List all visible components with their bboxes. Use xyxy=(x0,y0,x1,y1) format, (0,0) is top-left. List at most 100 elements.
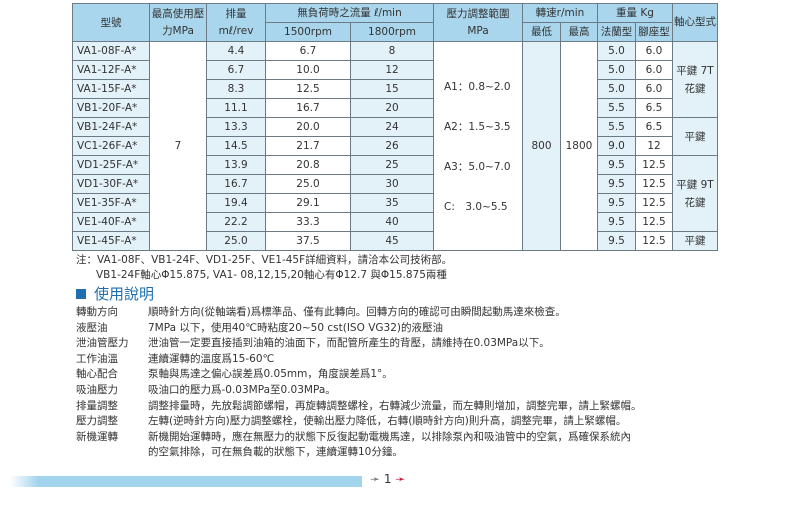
instruction-item: 吸油壓力 吸油口的壓力爲-0.03MPa至0.03MPa。 xyxy=(76,382,336,397)
cell-speed-min: 800 xyxy=(522,41,561,251)
cell-model: VE1-45F-A* xyxy=(72,231,150,251)
header-model: 型號 xyxy=(72,3,150,42)
table-row: VE1-45F-A* 25.0 37.5 45 9.5 12.5 平鍵 xyxy=(72,231,718,251)
cell-shaft-type: 平鍵 7T 花鍵 xyxy=(672,41,718,118)
header-speed-max: 最高 xyxy=(560,22,598,42)
cell-flange-weight: 5.0 xyxy=(597,79,636,99)
header-1800rpm: 1800rpm xyxy=(350,22,434,42)
cell-model: VB1-20F-A* xyxy=(72,98,150,118)
cell-foot-weight: 12.5 xyxy=(635,231,673,251)
table-row: VB1-20F-A* 11.1 16.7 20 5.5 6.5 xyxy=(72,98,718,118)
instruction-text: 7MPa 以下，使用40℃時粘度20~50 cst(ISO VG32)的液壓油 xyxy=(148,321,443,334)
instruction-text: 泵軸與馬達之偏心誤差爲0.05mm，角度誤差爲1°。 xyxy=(148,368,393,381)
instruction-item: 泄油管壓力 泄油管一定要直接插到油箱的油面下，而配管所產生的背壓，請維持在0.03… xyxy=(76,335,550,350)
instruction-label: 轉動方向 xyxy=(76,306,118,318)
cell-flange-weight: 9.5 xyxy=(597,155,636,175)
cell-foot-weight: 12.5 xyxy=(635,212,673,232)
cell-flange-weight: 5.0 xyxy=(597,41,636,61)
cell-foot-weight: 12.5 xyxy=(635,155,673,175)
cell-foot-weight: 12.5 xyxy=(635,174,673,194)
cell-displacement: 16.7 xyxy=(206,174,266,194)
instruction-item: 工作油溫 連續運轉的溫度爲15-60℃ xyxy=(76,351,274,366)
cell-flow-1800: 25 xyxy=(350,155,434,175)
cell-displacement: 13.3 xyxy=(206,117,266,137)
cell-flange-weight: 9.5 xyxy=(597,212,636,232)
header-displacement: 排量 mℓ/rev xyxy=(206,3,266,42)
cell-displacement: 14.5 xyxy=(206,136,266,156)
cell-flange-weight: 5.5 xyxy=(597,98,636,118)
table-row: VA1-08F-A* 7 4.4 6.7 8 A1：0.8~2.0 A2：1.5~3.5 A3… xyxy=(72,41,718,251)
cell-flange-weight: 9.5 xyxy=(597,231,636,251)
table-row: VE1-40F-A* 22.2 33.3 40 9.5 12.5 xyxy=(72,212,718,232)
cell-model: VB1-24F-A* xyxy=(72,117,150,137)
cell-displacement: 19.4 xyxy=(206,193,266,213)
cell-displacement: 6.7 xyxy=(206,60,266,80)
cell-flow-1500: 29.1 xyxy=(265,193,351,213)
cell-flow-1500: 12.5 xyxy=(265,79,351,99)
instruction-label: 新機運轉 xyxy=(76,430,118,443)
cell-flow-1500: 20.0 xyxy=(265,117,351,137)
instruction-item: 新機運轉 新機開始運轉時，應在無壓力的狀態下反復起動電機馬達，以排除泵內和吸油管中… xyxy=(76,429,631,444)
square-bullet-icon xyxy=(76,289,86,299)
note-line: VB1-24F軸心Φ15.875, VA1- 08,12,15,20軸心有Φ12… xyxy=(96,269,447,281)
instruction-text: 新機開始運轉時，應在無壓力的狀態下反復起動電機馬達，以排除泵內和吸油管中的空氣，… xyxy=(148,430,631,443)
instruction-text: 的空氣排除，可在無負載的狀態下，連續運轉10分鐘。 xyxy=(148,446,403,459)
header-flange: 法蘭型 xyxy=(597,22,636,42)
instruction-text: 順時針方向(從軸端看)爲標準品、僅有此轉向。回轉方向的確認可由瞬間起動馬達來檢查… xyxy=(148,306,566,318)
cell-flow-1800: 15 xyxy=(350,79,434,99)
cell-pressure-range: A1：0.8~2.0 A2：1.5~3.5 A3：5.0~7.0 C: 3.0~5.5 xyxy=(433,41,523,251)
cell-model: VE1-40F-A* xyxy=(72,212,150,232)
cell-foot-weight: 6.0 xyxy=(635,60,673,80)
cell-flow-1800: 40 xyxy=(350,212,434,232)
instruction-text: 調整排量時，先放鬆調節螺帽，再旋轉調整螺栓，右轉減少流量，而左轉則增加，調整完畢… xyxy=(148,399,642,412)
table-row: VD1-30F-A* 16.7 25.0 30 9.5 12.5 xyxy=(72,174,718,194)
pressure-range-text: A2：1.5~3.5 xyxy=(444,121,511,133)
right-arrow-icon: ➛ xyxy=(395,472,406,486)
instruction-item: 排量調整 調整排量時，先放鬆調節螺帽，再旋轉調整螺栓，右轉減少流量，而左轉則增加，… xyxy=(76,398,642,413)
cell-flow-1500: 33.3 xyxy=(265,212,351,232)
cell-flange-weight: 5.5 xyxy=(597,117,636,137)
cell-flow-1800: 8 xyxy=(350,41,434,61)
header-flow: 無負荷時之流量 ℓ/min xyxy=(265,3,434,23)
cell-flow-1500: 16.7 xyxy=(265,98,351,118)
cell-shaft-type: 平鍵 xyxy=(672,231,718,251)
cell-foot-weight: 6.5 xyxy=(635,98,673,118)
instruction-item: 液壓油 7MPa 以下，使用40℃時粘度20~50 cst(ISO VG32)的液… xyxy=(76,320,443,335)
instruction-label: 排量調整 xyxy=(76,399,118,412)
cell-max-pressure: 7 xyxy=(149,41,207,251)
header-max-pressure: 最高使用壓力MPa xyxy=(149,3,207,42)
cell-foot-weight: 12 xyxy=(635,136,673,156)
cell-model: VD1-25F-A* xyxy=(72,155,150,175)
cell-flange-weight: 9.5 xyxy=(597,174,636,194)
instruction-label: 工作油溫 xyxy=(76,352,118,365)
header-speed-min: 最低 xyxy=(522,22,561,42)
cell-flow-1800: 30 xyxy=(350,174,434,194)
cell-flange-weight: 9.0 xyxy=(597,136,636,156)
cell-displacement: 4.4 xyxy=(206,41,266,61)
cell-speed-max: 1800 xyxy=(560,41,598,251)
instruction-label: 軸心配合 xyxy=(76,368,118,381)
cell-model: VE1-35F-A* xyxy=(72,193,150,213)
page-number: ➛ 1 ➛ xyxy=(370,472,406,486)
cell-shaft-type: 平鍵 9T 花鍵 xyxy=(672,155,718,232)
cell-flange-weight: 5.0 xyxy=(597,60,636,80)
instruction-item: 軸心配合 泵軸與馬達之偏心誤差爲0.05mm，角度誤差爲1°。 xyxy=(76,366,393,381)
cell-flow-1500: 10.0 xyxy=(265,60,351,80)
left-arrow-icon: ➛ xyxy=(370,472,381,486)
pressure-range-text: A1：0.8~2.0 xyxy=(444,81,511,93)
cell-flow-1800: 12 xyxy=(350,60,434,80)
instruction-label: 壓力調整 xyxy=(76,415,118,428)
footer-bar xyxy=(10,476,362,487)
cell-displacement: 25.0 xyxy=(206,231,266,251)
cell-displacement: 22.2 xyxy=(206,212,266,232)
cell-model: VA1-15F-A* xyxy=(72,79,150,99)
instruction-label: 泄油管壓力 xyxy=(76,337,129,350)
instruction-label: 吸油壓力 xyxy=(76,384,118,396)
cell-flow-1800: 35 xyxy=(350,193,434,213)
header-pressure-range: 壓力調整範圍 MPa xyxy=(433,3,523,42)
cell-model: VD1-30F-A* xyxy=(72,174,150,194)
header-foot: 腳座型 xyxy=(635,22,673,42)
cell-model: VA1-12F-A* xyxy=(72,60,150,80)
instruction-text: 泄油管一定要直接插到油箱的油面下，而配管所產生的背壓，請維持在0.03MPa以下… xyxy=(148,337,550,350)
cell-flow-1500: 25.0 xyxy=(265,174,351,194)
